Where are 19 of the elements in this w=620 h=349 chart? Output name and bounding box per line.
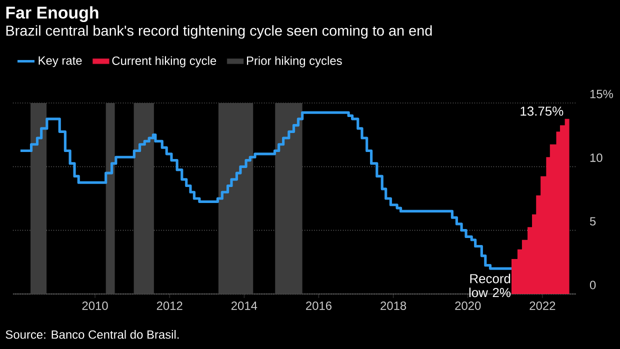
- x-tick-label: 2010: [82, 302, 108, 310]
- annotation: 13.75%: [520, 106, 564, 116]
- x-tick-label: 2016: [306, 302, 332, 310]
- legend-label: Current hiking cycle: [112, 56, 216, 68]
- chart-title: Far Enough: [6, 6, 98, 22]
- legend-label: Key rate: [38, 56, 82, 68]
- source-note: Source: Banco Central do Brasil.: [6, 330, 179, 339]
- y-tick-label: 15%: [590, 90, 613, 98]
- y-tick-label: 5: [590, 217, 596, 226]
- legend-label: Prior hiking cycles: [246, 56, 342, 68]
- x-tick-label: 2020: [455, 302, 481, 310]
- chart-subtitle: Brazil central bank's record tightening cycle seen coming to an end: [6, 25, 432, 39]
- y-tick-label: 0: [590, 280, 596, 290]
- x-tick-label: 2014: [231, 302, 258, 310]
- x-tick-label: 2012: [156, 302, 182, 310]
- x-tick-label: 2018: [380, 302, 406, 310]
- y-tick-label: 10: [590, 153, 602, 162]
- annotation: Record low 2%: [469, 274, 511, 298]
- x-tick-label: 2022: [530, 302, 556, 310]
